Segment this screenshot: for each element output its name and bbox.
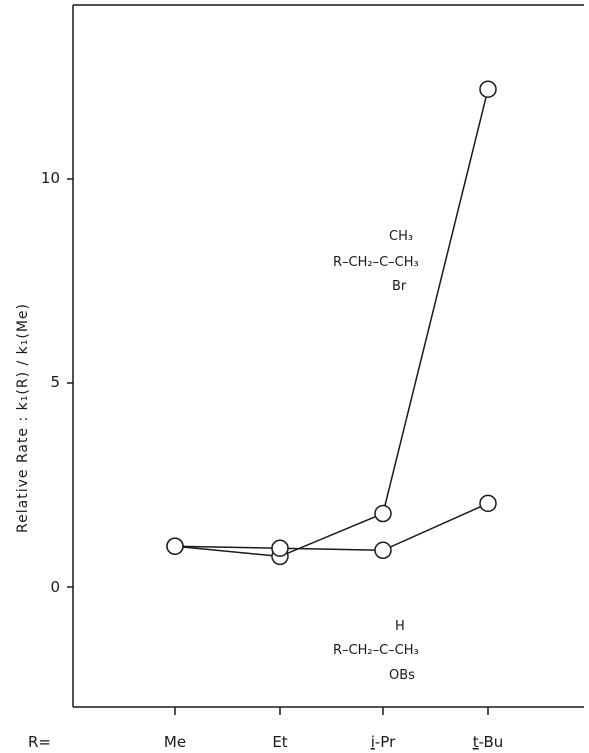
series-1-line bbox=[174, 502, 489, 552]
x-tick-label-et-main: Et bbox=[272, 733, 287, 751]
bromide-structure-label: CH₃ R–CH₂–C–CH₃ Br bbox=[333, 229, 419, 294]
x-tick-label-ipr-prefix: i bbox=[371, 733, 375, 751]
bromide-label-line-3: Br bbox=[392, 279, 407, 294]
y-axis-title: Relative Rate : k₁(R) / k₁(Me) bbox=[15, 303, 31, 533]
obs-label-line-3: OBs bbox=[389, 668, 415, 683]
series-0-point-tbu bbox=[479, 80, 497, 98]
x-ticks: R= Me Et i-Pr t-Bu bbox=[28, 707, 503, 751]
y-tick-label-0: 0 bbox=[50, 578, 60, 596]
y-tick-label-5: 5 bbox=[50, 373, 60, 391]
x-tick-label-me: Me bbox=[164, 733, 186, 751]
series-1-point-ipr bbox=[374, 541, 392, 560]
series-1-point-et bbox=[271, 539, 289, 557]
x-tick-label-me-main: Me bbox=[164, 733, 186, 751]
y-ticks: 0 5 10 bbox=[41, 169, 73, 596]
obs-label-line-1: H bbox=[395, 619, 405, 634]
bromide-label-line-2: R–CH₂–C–CH₃ bbox=[333, 255, 419, 270]
series-0-point-ipr bbox=[374, 504, 392, 523]
series-group bbox=[166, 80, 497, 566]
x-tick-label-ipr-main: -Pr bbox=[375, 733, 396, 751]
x-tick-label-ipr: i-Pr bbox=[371, 733, 396, 751]
bromide-label-line-1: CH₃ bbox=[389, 229, 413, 244]
obs-structure-label: H R–CH₂–C–CH₃ OBs bbox=[333, 619, 419, 683]
x-tick-label-tbu: t-Bu bbox=[473, 733, 504, 751]
series-1-point-tbu bbox=[479, 494, 497, 513]
axes bbox=[72, 4, 584, 708]
x-tick-label-et: Et bbox=[272, 733, 287, 751]
x-tick-label-tbu-prefix: t bbox=[473, 733, 479, 751]
x-axis-prefix: R= bbox=[28, 733, 51, 751]
x-tick-label-tbu-main: -Bu bbox=[479, 733, 504, 751]
series-1-point-me bbox=[166, 537, 184, 555]
series-0-line bbox=[174, 89, 489, 558]
obs-label-line-2: R–CH₂–C–CH₃ bbox=[333, 643, 419, 658]
y-tick-label-10: 10 bbox=[41, 169, 60, 187]
